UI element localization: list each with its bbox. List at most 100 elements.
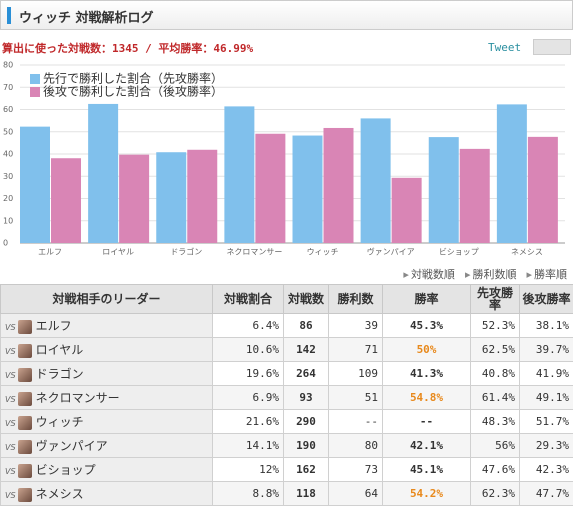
x-tick-label: エルフ xyxy=(38,248,62,257)
table-row: VS ビショップ 12% 162 73 45.1% 47.6% 42.3% xyxy=(0,457,573,482)
leader-icon xyxy=(17,487,32,502)
bar xyxy=(428,137,459,243)
table-cell: 50% xyxy=(382,337,471,362)
bar xyxy=(119,154,150,243)
table-row: VS ドラゴン 19.6% 264 109 41.3% 40.8% 41.9% xyxy=(0,361,573,386)
table-cell: 47.7% xyxy=(519,481,573,506)
leader-cell: VS ウィッチ xyxy=(0,409,213,434)
x-tick-label: ドラゴン xyxy=(170,247,202,257)
table-cell: 41.9% xyxy=(519,361,573,386)
leader-icon xyxy=(17,463,32,478)
table-cell: 38.1% xyxy=(519,313,573,338)
header: ウィッチ 対戦解析ログ xyxy=(0,0,573,30)
leader-name: ネクロマンサー xyxy=(35,391,120,405)
table-cell: 12% xyxy=(212,457,284,482)
bar xyxy=(156,152,187,243)
y-tick-label: 10 xyxy=(3,216,13,225)
share-button[interactable] xyxy=(533,39,571,55)
leader-name: ドラゴン xyxy=(35,367,84,381)
table-cell: 51 xyxy=(328,385,383,410)
table-cell: 64 xyxy=(328,481,383,506)
leader-icon xyxy=(17,367,32,382)
vs-label: VS xyxy=(5,323,16,332)
y-tick-label: 80 xyxy=(3,61,13,70)
column-header: 対戦数 xyxy=(283,284,329,314)
vs-label: VS xyxy=(5,491,16,500)
x-tick-label: ネクロマンサー xyxy=(226,248,282,257)
matchup-table: 対戦相手のリーダー 対戦割合 対戦数 勝利数 勝率 先攻勝率 後攻勝率 VS エルフ 6.4% 86… xyxy=(0,284,573,506)
leader-cell: VS ネメシス xyxy=(0,481,213,506)
leader-name: ロイヤル xyxy=(35,343,84,357)
table-cell: 8.8% xyxy=(212,481,284,506)
x-tick-label: ウィッチ xyxy=(307,248,339,257)
table-cell: 162 xyxy=(283,457,329,482)
vs-label: VS xyxy=(5,371,16,380)
leader-cell: VS ネクロマンサー xyxy=(0,385,213,410)
table-row: VS ネクロマンサー 6.9% 93 51 54.8% 61.4% 49.1% xyxy=(0,385,573,410)
leader-name: ヴァンパイア xyxy=(35,439,108,453)
y-tick-label: 30 xyxy=(3,172,13,181)
table-cell: 41.3% xyxy=(382,361,471,386)
y-tick-label: 50 xyxy=(3,127,13,136)
leader-cell: VS ビショップ xyxy=(0,457,213,482)
table-cell: 40.8% xyxy=(470,361,520,386)
leader-cell: VS エルフ xyxy=(0,313,213,338)
vs-label: VS xyxy=(5,443,16,452)
table-row: VS エルフ 6.4% 86 39 45.3% 52.3% 38.1% xyxy=(0,313,573,338)
x-tick-label: ロイヤル xyxy=(102,248,134,257)
column-header: 勝利数 xyxy=(328,284,383,314)
leader-name: ビショップ xyxy=(35,463,96,477)
bar xyxy=(187,149,218,243)
table-cell: 142 xyxy=(283,337,329,362)
bar xyxy=(255,133,286,243)
table-cell: 10.6% xyxy=(212,337,284,362)
x-tick-label: ネメシス xyxy=(511,248,543,257)
y-tick-label: 70 xyxy=(3,83,13,92)
table-cell: 264 xyxy=(283,361,329,386)
table-cell: 42.1% xyxy=(382,433,471,458)
bar xyxy=(360,118,391,243)
bar xyxy=(527,136,558,243)
y-tick-label: 60 xyxy=(3,105,13,114)
vs-label: VS xyxy=(5,347,16,356)
table-cell: 48.3% xyxy=(470,409,520,434)
column-header: 勝率 xyxy=(382,284,471,314)
table-cell: 109 xyxy=(328,361,383,386)
table-cell: 47.6% xyxy=(470,457,520,482)
leader-icon xyxy=(17,319,32,334)
y-tick-label: 0 xyxy=(3,239,8,248)
bar xyxy=(292,135,323,243)
sort-button[interactable]: 対戦数順 xyxy=(403,266,455,282)
sort-button[interactable]: 勝率順 xyxy=(526,266,567,282)
bar xyxy=(224,106,255,243)
table-row: VS ヴァンパイア 14.1% 190 80 42.1% 56% 29.3% xyxy=(0,433,573,458)
header-accent xyxy=(7,7,11,24)
vs-label: VS xyxy=(5,395,16,404)
chart: 0 10 20 30 40 50 60 70 80 エルフ ロイヤル ドラゴン ネクロマンサー ウィッチ ヴ… xyxy=(3,61,565,257)
tweet-button[interactable]: Tweet xyxy=(488,41,522,54)
leader-name: ネメシス xyxy=(35,487,84,501)
leader-name: ウィッチ xyxy=(35,415,84,429)
leader-icon xyxy=(17,391,32,406)
bar xyxy=(88,103,119,243)
table-cell: 86 xyxy=(283,313,329,338)
table-cell: 56% xyxy=(470,433,520,458)
table-cell: 51.7% xyxy=(519,409,573,434)
leader-cell: VS ヴァンパイア xyxy=(0,433,213,458)
column-header: 先攻勝率 xyxy=(470,284,520,314)
leader-cell: VS ロイヤル xyxy=(0,337,213,362)
y-tick-label: 40 xyxy=(3,150,13,159)
leader-icon xyxy=(17,415,32,430)
column-header: 対戦相手のリーダー xyxy=(0,284,213,314)
sort-button[interactable]: 勝利数順 xyxy=(465,266,516,282)
vs-label: VS xyxy=(5,467,16,476)
bar xyxy=(20,126,50,243)
legend-label: 後攻で勝利した割合（後攻勝率） xyxy=(43,84,223,99)
table-cell: 19.6% xyxy=(212,361,284,386)
bar xyxy=(391,177,422,243)
legend-swatch xyxy=(30,87,40,97)
column-header: 後攻勝率 xyxy=(519,284,573,314)
bar xyxy=(459,148,490,243)
table-cell: 61.4% xyxy=(470,385,520,410)
sort-buttons: 対戦数順勝利数順勝率順 xyxy=(403,266,567,282)
